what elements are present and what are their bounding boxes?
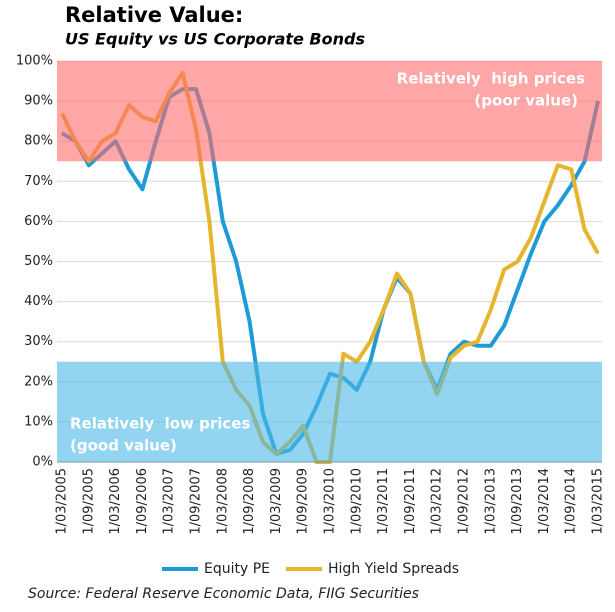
x-tick-label: 1/09/2012 [457, 468, 472, 535]
y-tick-label: 70% [24, 174, 53, 189]
x-tick-label: 1/09/2010 [349, 468, 364, 535]
source-note: Source: Federal Reserve Economic Data, F… [28, 586, 419, 602]
y-tick-label: 40% [24, 294, 53, 309]
legend-label: High Yield Spreads [328, 561, 459, 577]
y-tick-label: 100% [16, 54, 53, 69]
x-tick-label: 1/03/2005 [55, 468, 70, 535]
y-tick-label: 10% [24, 414, 53, 429]
x-tick-label: 1/09/2006 [135, 468, 150, 535]
x-tick-label: 1/03/2015 [591, 468, 606, 535]
y-tick-label: 80% [24, 134, 53, 149]
x-tick-label: 1/09/2014 [564, 468, 579, 535]
legend-label: Equity PE [204, 561, 270, 577]
band [57, 61, 602, 162]
band-label: (good value) [70, 437, 177, 455]
band [57, 361, 602, 462]
x-tick-label: 1/03/2007 [162, 468, 177, 535]
x-tick-label: 1/03/2014 [537, 468, 552, 535]
x-tick-label: 1/03/2013 [483, 468, 498, 535]
y-tick-label: 20% [24, 374, 53, 389]
chart-title: Relative Value: [65, 3, 243, 27]
x-tick-label: 1/03/2012 [430, 468, 445, 535]
band-label: Relatively low prices [70, 415, 250, 433]
x-tick-label: 1/03/2008 [215, 468, 230, 535]
y-tick-label: 30% [24, 334, 53, 349]
x-tick-label: 1/09/2007 [189, 468, 204, 535]
chart-subtitle: US Equity vs US Corporate Bonds [65, 30, 365, 49]
x-tick-label: 1/09/2008 [242, 468, 257, 535]
y-tick-label: 0% [32, 455, 53, 470]
y-tick-label: 60% [24, 214, 53, 229]
x-tick-label: 1/09/2005 [81, 468, 96, 535]
x-tick-label: 1/09/2009 [296, 468, 311, 535]
x-tick-label: 1/03/2006 [108, 468, 123, 535]
band-label: (poor value) [474, 92, 578, 110]
x-tick-label: 1/09/2011 [403, 468, 418, 535]
x-tick-label: 1/03/2011 [376, 468, 391, 535]
y-tick-label: 50% [24, 254, 53, 269]
x-tick-label: 1/03/2010 [323, 468, 338, 535]
x-tick-label: 1/09/2013 [510, 468, 525, 535]
x-tick-label: 1/03/2009 [269, 468, 284, 535]
y-tick-label: 90% [24, 94, 53, 109]
band-label: Relatively high prices [397, 70, 585, 88]
